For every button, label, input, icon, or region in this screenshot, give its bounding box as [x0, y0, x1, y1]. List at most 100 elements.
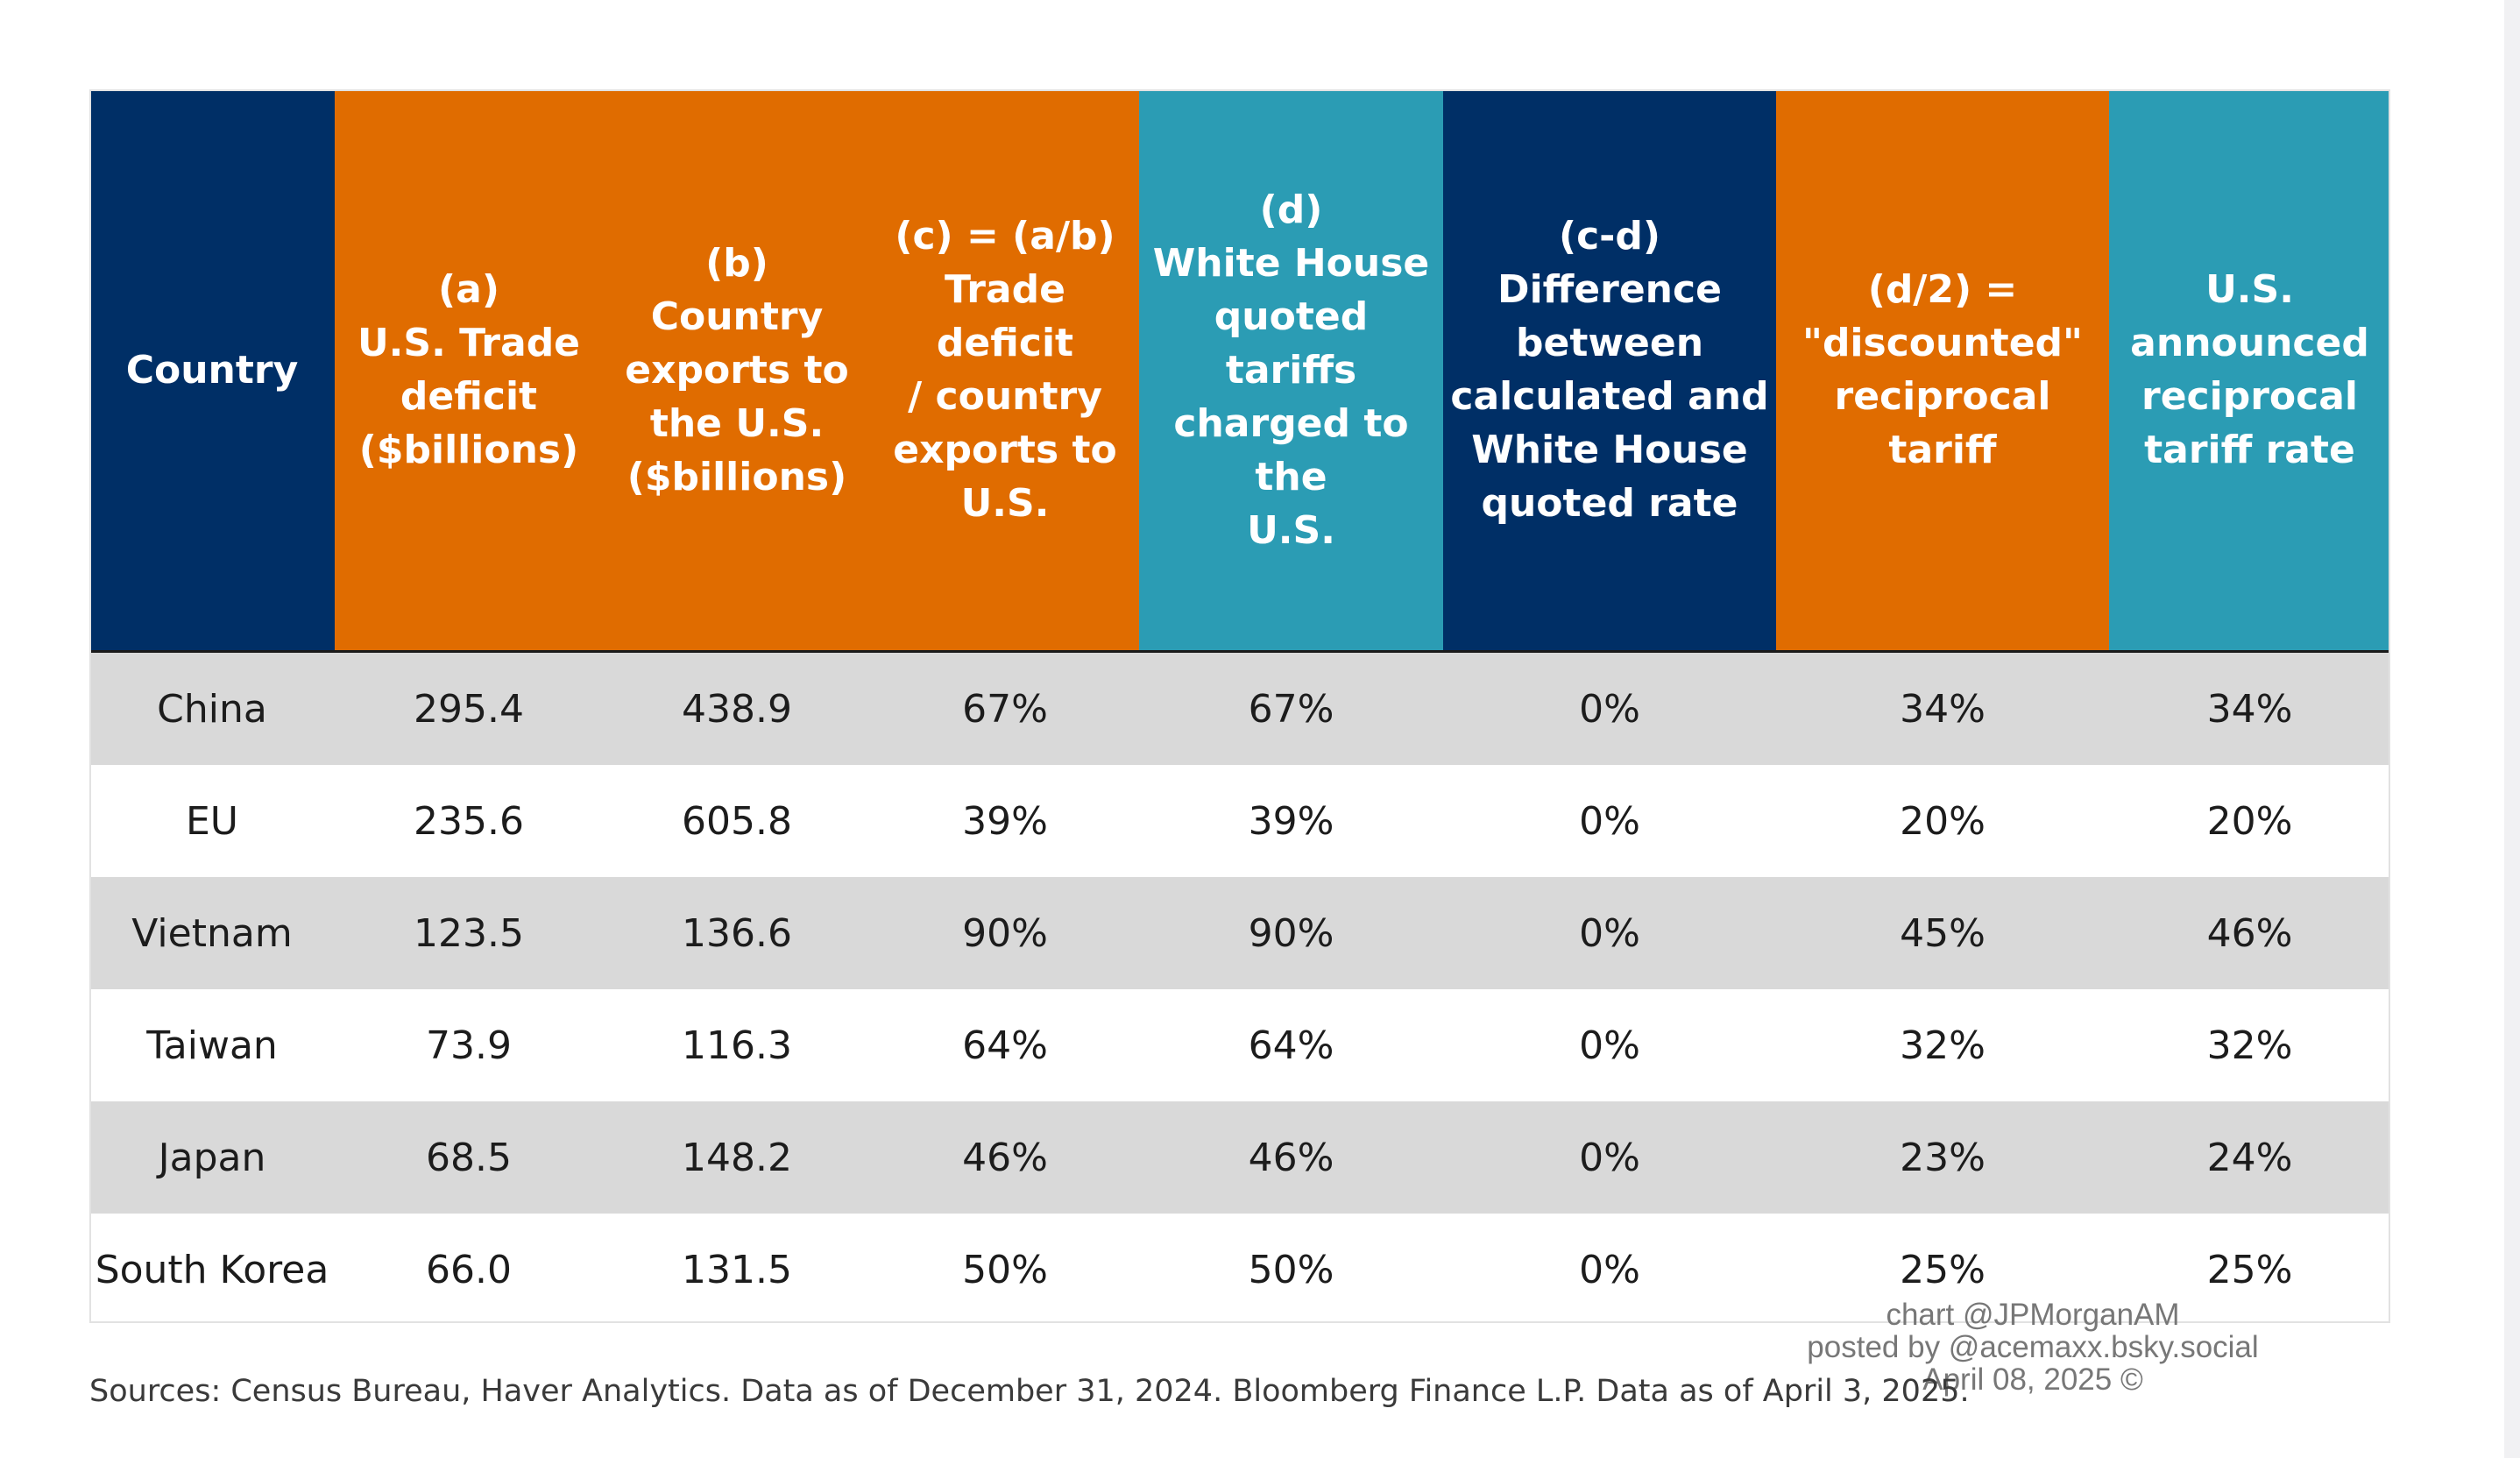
column-header-line: between — [1515, 321, 1704, 365]
value-cell: 25% — [2206, 1247, 2293, 1292]
column-header-line: quoted tariffs — [1214, 294, 1369, 393]
country-cell: Vietnam — [131, 910, 293, 956]
column-header-line: White House — [1152, 240, 1430, 286]
value-cell: 90% — [962, 910, 1048, 956]
value-cell: 148.2 — [682, 1135, 792, 1180]
value-cell: 0% — [1579, 910, 1640, 956]
value-cell: 23% — [1900, 1135, 1986, 1180]
value-cell: 24% — [2206, 1135, 2293, 1180]
table-row: South Korea 66.0 131.5 50% 50% 0% 25% 25% — [89, 1214, 2390, 1326]
value-cell: 605.8 — [682, 798, 792, 844]
value-cell: 64% — [1248, 1023, 1334, 1068]
column-header-line: "discounted" — [1802, 321, 2083, 365]
value-cell: 20% — [1900, 798, 1986, 844]
column-header-line: (b) — [705, 240, 768, 286]
column-header-line: calculated and — [1450, 374, 1769, 419]
column-header-line: / country — [908, 374, 1102, 419]
column-header-line: Country — [125, 347, 299, 393]
column-header-line: ($billions) — [626, 454, 847, 499]
value-cell: 0% — [1579, 1247, 1640, 1292]
value-cell: 73.9 — [426, 1023, 512, 1068]
column-header-line: (a) — [438, 267, 499, 312]
value-cell: 67% — [962, 686, 1048, 732]
column-header-line: charged to the — [1173, 400, 1409, 499]
column-header-line: tariff rate — [2144, 428, 2355, 472]
column-header-7: U.S. announced reciprocal tariff rate — [2109, 89, 2390, 652]
page-edge-strip — [2504, 0, 2520, 1458]
value-cell: 64% — [962, 1023, 1048, 1068]
country-cell: Japan — [158, 1135, 266, 1180]
value-cell: 46% — [962, 1135, 1048, 1180]
table-row: Vietnam 123.5 136.6 90% 90% 0% 45% 46% — [89, 877, 2390, 989]
table-row: EU 235.6 605.8 39% 39% 0% 20% 20% — [89, 765, 2390, 877]
column-header-1: (a) U.S. Trade deficit ($billions) — [335, 89, 603, 652]
column-header-line: exports to — [893, 428, 1117, 472]
column-header-line: Trade deficit — [936, 267, 1074, 365]
column-header-line: (d) — [1259, 187, 1323, 232]
column-header-line: quoted rate — [1481, 481, 1738, 526]
value-cell: 68.5 — [426, 1135, 512, 1180]
value-cell: 116.3 — [682, 1023, 792, 1068]
value-cell: 34% — [1900, 686, 1986, 732]
column-header-line: U.S. Trade — [357, 321, 581, 365]
value-cell: 46% — [2206, 910, 2293, 956]
column-header-line: Difference — [1497, 267, 1722, 312]
value-cell: 136.6 — [682, 910, 792, 956]
column-header-line: U.S. — [960, 481, 1050, 526]
column-header-line: (c) = (a/b) — [895, 214, 1115, 258]
table-row: Japan 68.5 148.2 46% 46% 0% 23% 24% — [89, 1101, 2390, 1214]
value-cell: 32% — [2206, 1023, 2293, 1068]
column-header-5: (c-d) Difference between calculated and Whit… — [1443, 89, 1776, 652]
column-header-line: Country — [650, 294, 824, 339]
value-cell: 438.9 — [682, 686, 792, 732]
column-header-line: exports to — [625, 347, 849, 393]
country-cell: EU — [185, 798, 238, 844]
value-cell: 123.5 — [414, 910, 524, 956]
sources-note: Sources: Census Bureau, Haver Analytics.… — [89, 1374, 1970, 1409]
value-cell: 0% — [1579, 1135, 1640, 1180]
column-header-line: White House — [1471, 428, 1748, 472]
value-cell: 20% — [2206, 798, 2293, 844]
column-header-0: Country — [89, 89, 335, 652]
value-cell: 295.4 — [414, 686, 524, 732]
value-cell: 50% — [1248, 1247, 1334, 1292]
column-header-line: reciprocal — [2141, 374, 2358, 419]
table-row: China 295.4 438.9 67% 67% 0% 34% 34% — [89, 651, 2390, 765]
value-cell: 66.0 — [426, 1247, 512, 1292]
column-header-line: U.S. — [2205, 267, 2294, 312]
column-header-line: reciprocal tariff — [1834, 374, 2051, 472]
column-header-line: announced — [2130, 321, 2369, 365]
column-header-line: deficit — [400, 374, 538, 419]
value-cell: 34% — [2206, 686, 2293, 732]
value-cell: 0% — [1579, 1023, 1640, 1068]
value-cell: 67% — [1248, 686, 1334, 732]
value-cell: 0% — [1579, 686, 1640, 732]
value-cell: 39% — [1248, 798, 1334, 844]
column-header-line: (d/2) = — [1867, 267, 2018, 312]
column-header-3: (c) = (a/b) Trade deficit / country exports… — [871, 89, 1139, 652]
credit-line-posted: posted by @acemaxx.bsky.social — [1807, 1330, 2259, 1364]
column-header-line: U.S. — [1247, 507, 1335, 553]
column-header-4: (d) White House quoted tariffs charged to t… — [1139, 89, 1443, 652]
country-cell: China — [157, 686, 267, 732]
value-cell: 32% — [1900, 1023, 1986, 1068]
credit-line-chart: chart @JPMorganAM — [1886, 1298, 2180, 1332]
country-cell: South Korea — [95, 1247, 329, 1292]
value-cell: 131.5 — [682, 1247, 792, 1292]
column-header-line: the U.S. — [649, 400, 825, 446]
country-cell: Taiwan — [146, 1023, 278, 1068]
table-row: Taiwan 73.9 116.3 64% 64% 0% 32% 32% — [89, 989, 2390, 1101]
value-cell: 25% — [1900, 1247, 1986, 1292]
value-cell: 235.6 — [414, 798, 524, 844]
chart-credit: chart @JPMorganAM posted by @acemaxx.bsk… — [1770, 1299, 2296, 1396]
value-cell: 0% — [1579, 798, 1640, 844]
column-header-line: (c-d) — [1558, 214, 1661, 258]
tariff-table: Country (a) U.S. Trade deficit ($billions) (b… — [89, 89, 2390, 1326]
table-body: China 295.4 438.9 67% 67% 0% 34% 34% EU 235.6 605.… — [89, 651, 2390, 1326]
value-cell: 39% — [962, 798, 1048, 844]
column-header-2: (b) Country exports to the U.S. ($billions) — [603, 89, 871, 652]
value-cell: 90% — [1248, 910, 1334, 956]
value-cell: 45% — [1900, 910, 1986, 956]
header-row: Country (a) U.S. Trade deficit ($billions) (b… — [89, 89, 2390, 652]
